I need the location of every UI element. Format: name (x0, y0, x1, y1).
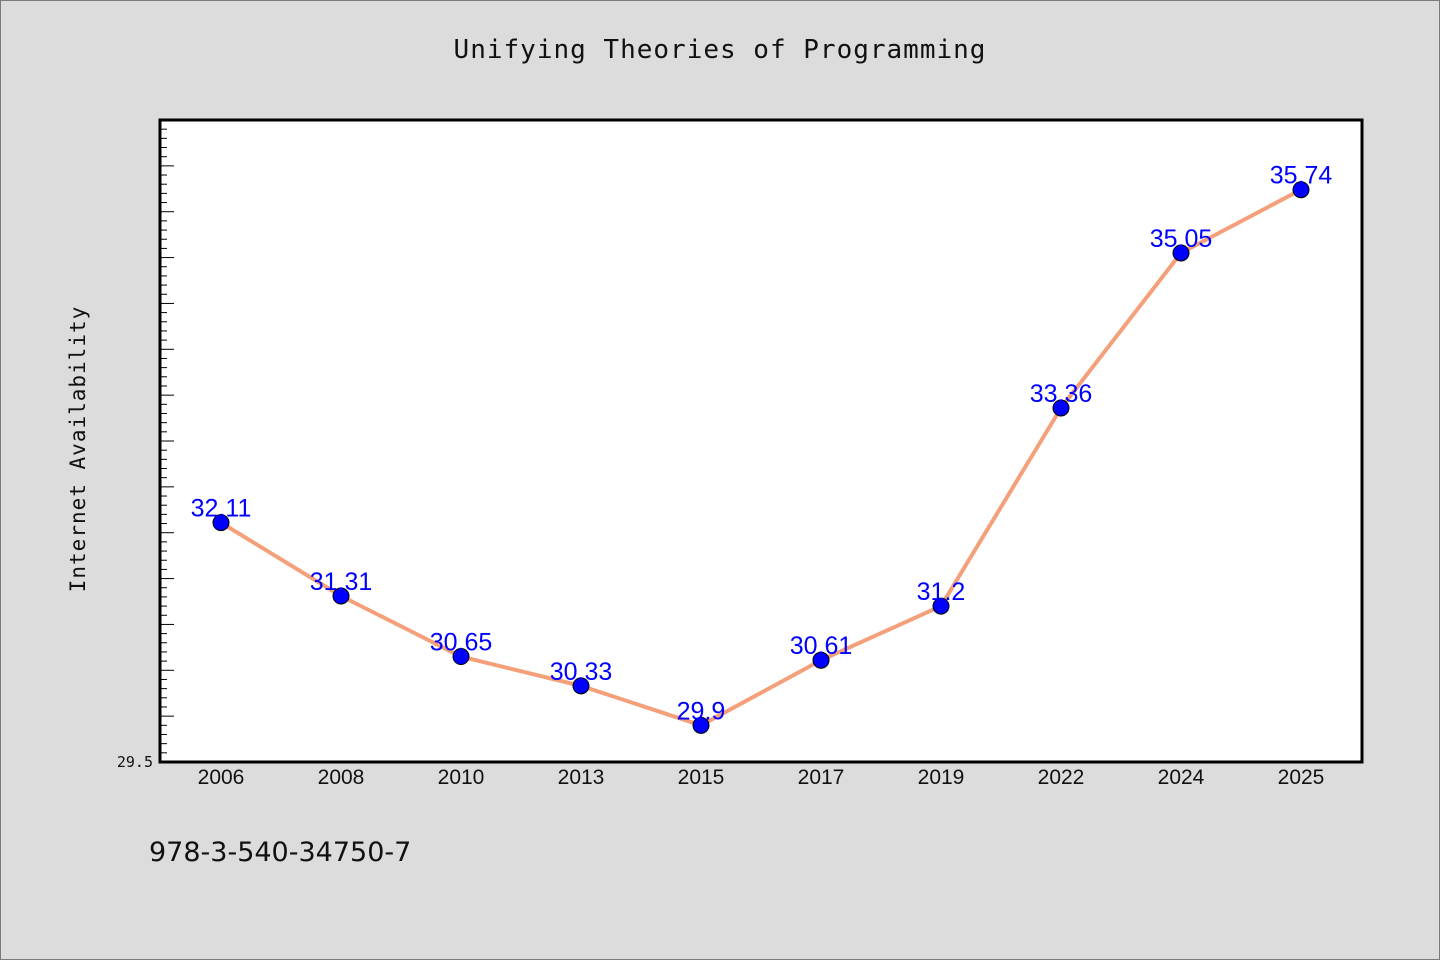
data-label: 29.9 (677, 697, 726, 725)
x-tick-label: 2013 (558, 766, 605, 789)
series-line (219, 187, 1303, 728)
data-label: 33.36 (1030, 380, 1093, 408)
x-tick-label: 2024 (1158, 766, 1205, 789)
data-point (1052, 399, 1070, 417)
data-labels: 32.11 31.31 30.65 30.33 29.9 30.61 31.2 33.36 35… (191, 162, 1333, 726)
series-line-layer (219, 187, 1303, 728)
data-label: 30.33 (550, 658, 613, 686)
x-tick-label: 2015 (678, 766, 725, 789)
data-label: 35.74 (1270, 162, 1333, 190)
plot-frame (158, 118, 1364, 764)
x-tick-label: 2010 (438, 766, 485, 789)
data-label: 31.31 (310, 568, 373, 596)
y-tick-label: 29.5 (117, 753, 153, 771)
x-tick-label: 2006 (198, 766, 245, 789)
data-label: 31.2 (917, 578, 966, 606)
x-tick-label: 2019 (918, 766, 965, 789)
data-point (212, 514, 230, 532)
data-label: 32.11 (191, 495, 252, 523)
data-label: 35.05 (1150, 225, 1213, 253)
data-point (1172, 244, 1190, 262)
plot-area (160, 120, 1362, 762)
x-tick-label: 2022 (1038, 766, 1085, 789)
data-markers (212, 181, 1310, 734)
data-label: 30.65 (430, 629, 493, 657)
x-tick-label: 2008 (318, 766, 365, 789)
data-point (1292, 181, 1310, 199)
x-axis-tick-labels: 2006 2008 2010 2013 2015 2017 2019 2022 2024 2025 (198, 766, 1325, 789)
data-point (932, 597, 950, 615)
data-point (452, 648, 470, 666)
isbn-annotation: 978-3-540-34750-7 (149, 837, 412, 868)
data-point (692, 716, 710, 734)
data-label: 30.61 (790, 632, 853, 660)
x-tick-label: 2017 (798, 766, 845, 789)
data-point (332, 587, 350, 605)
chart-title: Unifying Theories of Programming (453, 35, 987, 65)
x-tick-label: 2025 (1278, 766, 1325, 789)
data-point (572, 677, 590, 695)
data-point (812, 651, 830, 669)
